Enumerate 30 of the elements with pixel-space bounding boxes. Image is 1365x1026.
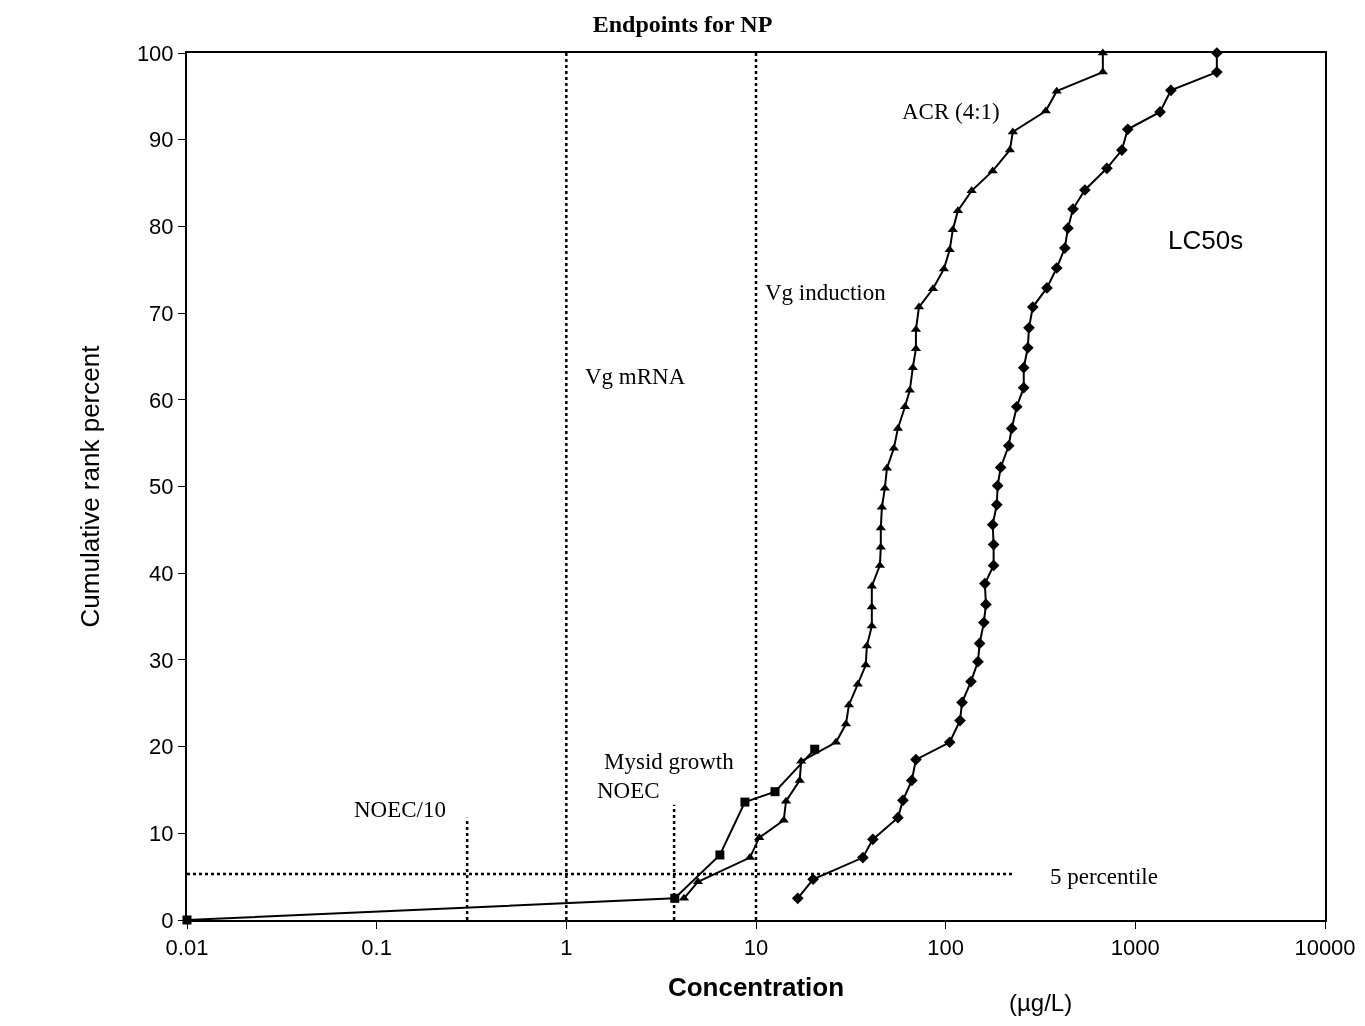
y-tick-label: 100 [136,40,174,66]
x-tick-label: 0.01 [165,935,209,961]
y-tick-label: 10 [149,821,174,846]
annotation: ACR (4:1) [902,99,1000,124]
y-tick-label: 60 [149,387,174,413]
x-tick-label: 100 [927,935,965,961]
y-tick-label: 30 [149,647,174,673]
annotation: NOEC [597,778,660,803]
x-tick-label: 10 [743,935,769,961]
text: (µg/L) [1009,989,1073,1016]
annotation: Vg mRNA [585,364,686,389]
x-tick-label: 0.1 [361,935,392,961]
y-axis-title: Cumulative rank percent [74,344,105,628]
x-tick-label: 10000 [1294,935,1356,961]
y-tick-label: 90 [149,127,174,153]
y-tick-label: 20 [149,734,174,760]
annotation: NOEC/10 [354,797,446,822]
y-tick-label: 80 [149,214,174,240]
y-tick-label: 40 [149,560,174,586]
annotation: Mysid growth [604,749,735,774]
x-axis-title: Concentration [667,971,845,1002]
annotation: LC50s [1168,225,1244,255]
x-tick-label: 1000 [1110,935,1160,961]
chart-title: Endpoints for NP [592,11,773,38]
y-tick-label: 70 [149,300,174,326]
y-tick-label: 0 [161,907,174,933]
annotation: 5 percentile [1050,864,1158,889]
x-tick-label: 1 [560,935,573,961]
annotation: Vg induction [765,280,887,305]
y-tick-label: 50 [149,474,174,500]
